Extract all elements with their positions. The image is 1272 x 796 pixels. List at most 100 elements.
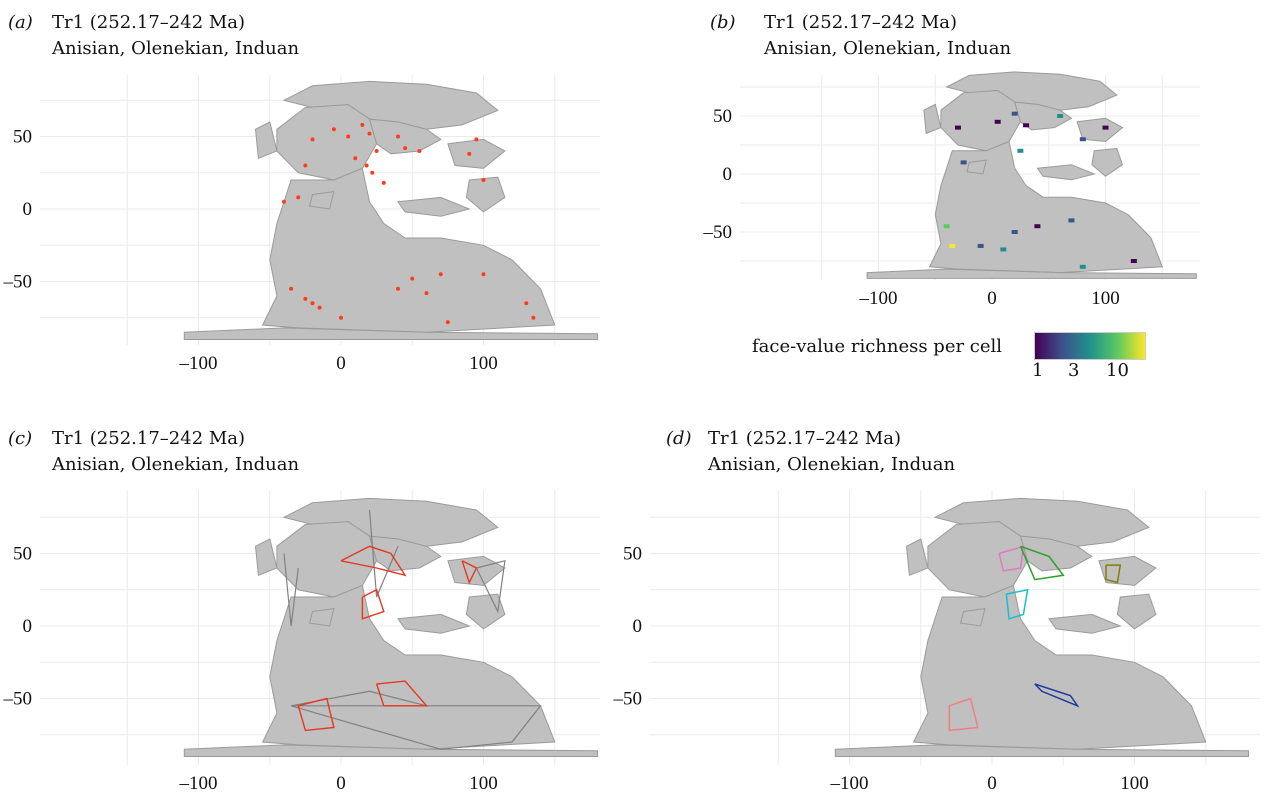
occurrence-point bbox=[353, 156, 358, 161]
richness-cell bbox=[1011, 230, 1018, 234]
landmass bbox=[912, 584, 1207, 750]
occurrence-point bbox=[367, 131, 372, 136]
landmass bbox=[940, 89, 1021, 152]
occurrence-point bbox=[474, 137, 479, 142]
legend-label: 10 bbox=[1106, 360, 1129, 381]
occurrence-point bbox=[381, 180, 386, 185]
x-tick-label: –100 bbox=[179, 353, 218, 374]
x-tick-label: 0 bbox=[987, 288, 997, 309]
landmass bbox=[905, 538, 929, 577]
landmass bbox=[866, 268, 1197, 279]
occurrence-point bbox=[467, 151, 472, 156]
landmass bbox=[183, 327, 598, 340]
network-edge bbox=[375, 680, 429, 707]
richness-cell bbox=[1000, 247, 1007, 252]
richness-cell bbox=[1057, 114, 1064, 118]
cluster-hull bbox=[1105, 564, 1122, 584]
richness-cell bbox=[1079, 137, 1086, 142]
landmass bbox=[308, 191, 335, 210]
landmass bbox=[465, 176, 506, 213]
panel-title: Tr1 (252.17–242 Ma) bbox=[52, 12, 246, 33]
occurrence-point bbox=[346, 134, 351, 139]
panel-b: (b) Tr1 (252.17–242 Ma) Anisian, Oleneki… bbox=[636, 0, 1272, 398]
occurrence-point bbox=[282, 199, 286, 204]
landmass bbox=[397, 196, 471, 217]
landmass bbox=[254, 121, 278, 160]
network-edge bbox=[368, 509, 399, 598]
occurrence-point bbox=[481, 178, 486, 182]
occurrence-point bbox=[481, 272, 486, 277]
panel-title: Tr1 (252.17–242 Ma) bbox=[52, 428, 246, 449]
occurrence-point bbox=[396, 134, 400, 139]
occurrence-point bbox=[531, 315, 536, 320]
y-tick-label: 0 bbox=[23, 199, 33, 220]
occurrence-point bbox=[360, 122, 365, 127]
occurrence-point bbox=[438, 272, 443, 277]
occurrence-point bbox=[310, 137, 315, 142]
panel-subtitle: Anisian, Olenekian, Induan bbox=[708, 454, 956, 475]
panel-title: Tr1 (252.17–242 Ma) bbox=[708, 428, 902, 449]
x-tick-label: 0 bbox=[987, 773, 997, 794]
landmass bbox=[397, 613, 471, 634]
x-tick-label: 100 bbox=[1120, 773, 1149, 794]
occurrence-point bbox=[417, 149, 422, 153]
x-tick-label: –100 bbox=[859, 288, 898, 309]
richness-cell bbox=[977, 243, 984, 248]
y-tick-label: –50 bbox=[3, 689, 33, 710]
legend-colorbar bbox=[1034, 332, 1146, 360]
panel-a: (a) Tr1 (252.17–242 Ma) Anisian, Oleneki… bbox=[0, 0, 636, 398]
x-tick-label: 0 bbox=[336, 353, 346, 374]
panel-letter: (d) bbox=[666, 428, 692, 449]
x-tick-label: 100 bbox=[469, 353, 498, 374]
landmass bbox=[834, 744, 1249, 757]
y-tick-label: –50 bbox=[3, 272, 33, 293]
network-edge bbox=[290, 705, 542, 750]
map-panel-b: 50 0 –50 –100 0 100 bbox=[703, 71, 1200, 309]
x-tick-label: –100 bbox=[179, 773, 218, 794]
panel-subtitle: Anisian, Olenekian, Induan bbox=[52, 38, 300, 59]
occurrence-point bbox=[310, 301, 315, 306]
panel-title: Tr1 (252.17–242 Ma) bbox=[764, 12, 958, 33]
landmass bbox=[1019, 535, 1093, 572]
legend-label: 3 bbox=[1068, 360, 1080, 381]
landmass bbox=[927, 521, 1029, 598]
cluster-hull bbox=[948, 697, 979, 732]
richness-cell bbox=[943, 224, 950, 229]
occurrence-point bbox=[303, 163, 308, 168]
landmass bbox=[254, 538, 278, 577]
network-edge bbox=[361, 588, 385, 620]
landmass bbox=[368, 535, 442, 572]
landmass bbox=[447, 555, 506, 586]
y-tick-label: 50 bbox=[13, 127, 32, 148]
panel-subtitle: Anisian, Olenekian, Induan bbox=[764, 38, 1012, 59]
x-tick-label: –100 bbox=[830, 773, 869, 794]
occurrence-point bbox=[410, 276, 415, 281]
cluster-hull bbox=[998, 545, 1025, 572]
map-panel-d: 50 0 –50 –100 0 100 bbox=[613, 490, 1260, 794]
legend-label: 1 bbox=[1032, 360, 1044, 381]
occurrence-point bbox=[289, 286, 294, 291]
landmass bbox=[368, 118, 442, 155]
landmass bbox=[1116, 593, 1157, 630]
landmass bbox=[276, 521, 378, 598]
occurrence-point bbox=[370, 170, 375, 175]
landmass bbox=[276, 104, 378, 181]
x-tick-label: 0 bbox=[336, 773, 346, 794]
y-tick-label: 0 bbox=[723, 164, 733, 185]
y-tick-label: –50 bbox=[613, 689, 643, 710]
richness-cell bbox=[954, 125, 961, 130]
map-panel-a: 50 0 –50 –100 0 100 bbox=[3, 75, 600, 374]
landmass bbox=[447, 138, 506, 169]
occurrence-point bbox=[364, 163, 369, 168]
panel-c: (c) Tr1 (252.17–242 Ma) Anisian, Oleneki… bbox=[0, 398, 636, 796]
x-tick-label: 100 bbox=[1091, 288, 1120, 309]
y-tick-label: 50 bbox=[623, 544, 642, 565]
landmass bbox=[1091, 147, 1124, 177]
richness-cell bbox=[960, 160, 967, 165]
landmass bbox=[465, 593, 506, 630]
occurrence-point bbox=[339, 315, 343, 320]
landmass bbox=[183, 744, 598, 757]
cluster-hull bbox=[1005, 588, 1029, 620]
legend-title: face-value richness per cell bbox=[752, 336, 1003, 357]
